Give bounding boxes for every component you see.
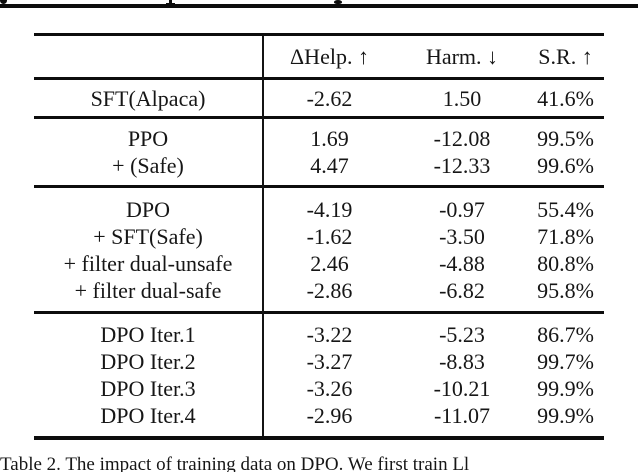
cell-value: 99.9% (537, 376, 594, 401)
heading-descender-fragment-g (0, 0, 7, 4)
cell-value: -2.96 (306, 403, 353, 428)
cell-value: -5.23 (439, 322, 485, 347)
table-midrule (34, 77, 604, 80)
cropped-heading-above (0, 0, 638, 10)
cell-value: -11.07 (433, 403, 490, 428)
cell-value: -1.62 (306, 223, 353, 249)
table-row: + filter dual-safe -2.86 -6.82 95.8% (34, 277, 604, 304)
table-bottomrule (34, 436, 604, 440)
column-separator-line (262, 36, 264, 436)
cell-value: 2.46 (310, 250, 349, 276)
table-row: PPO 1.69 -12.08 99.5% (34, 125, 604, 152)
table-toprule (34, 33, 604, 36)
cell-value: -3.26 (306, 376, 353, 401)
cell-value: -0.97 (439, 196, 485, 222)
row-label: DPO Iter.2 (100, 349, 196, 374)
cell-value: -3.50 (439, 223, 485, 249)
cell-value: 55.4% (537, 196, 594, 222)
row-label: DPO (125, 196, 170, 222)
cell-value: 86.7% (537, 322, 594, 347)
row-label: DPO Iter.1 (100, 322, 196, 347)
header-harm: Harm. ↓ (425, 44, 499, 69)
table-caption: Table 2. The impact of training data on … (0, 454, 470, 472)
cell-value: 4.47 (310, 153, 349, 178)
cell-value: 95.8% (537, 277, 594, 303)
table-row: DPO Iter.2 -3.27 -8.83 99.7% (34, 348, 604, 375)
table-row: + filter dual-unsafe 2.46 -4.88 80.8% (34, 250, 604, 277)
table-row: SFT(Alpaca) -2.62 1.50 41.6% (34, 85, 604, 112)
table-midrule (34, 185, 604, 188)
cell-value: -8.83 (439, 349, 485, 374)
cell-value: -4.19 (306, 196, 353, 222)
row-label: DPO Iter.4 (100, 403, 196, 428)
cell-value: -10.21 (433, 376, 491, 401)
cell-value: 99.7% (537, 349, 594, 374)
row-label: + SFT(Safe) (93, 223, 203, 249)
table-row: + (Safe) 4.47 -12.33 99.6% (34, 152, 604, 179)
header-sr: S.R. ↑ (538, 44, 593, 69)
table-group-dpo-iter: DPO Iter.1 -3.22 -5.23 86.7% DPO Iter.2 … (34, 314, 604, 436)
heading-descender-fragment-p (169, 0, 172, 4)
cell-value: 41.6% (537, 85, 594, 111)
full-width-rule (0, 4, 638, 8)
cell-value: -3.27 (306, 349, 353, 374)
table-row: DPO Iter.3 -3.26 -10.21 99.9% (34, 375, 604, 402)
row-label: DPO Iter.3 (100, 376, 196, 401)
row-label: PPO (127, 126, 169, 151)
table-midrule (34, 311, 604, 314)
cell-value: -6.82 (439, 277, 485, 303)
table-midrule (34, 116, 604, 119)
heading-descender-fragment-y (334, 0, 342, 4)
cell-value: -12.33 (433, 153, 491, 178)
table-header-row: ΔHelp. ↑ Harm. ↓ S.R. ↑ (34, 36, 604, 77)
row-label: + filter dual-safe (74, 277, 222, 303)
cell-value: 1.69 (310, 126, 349, 151)
table-row: DPO Iter.4 -2.96 -11.07 99.9% (34, 402, 604, 429)
cell-value: -12.08 (433, 126, 491, 151)
cell-value: 99.9% (537, 403, 594, 428)
table-group-dpo: DPO -4.19 -0.97 55.4% + SFT(Safe) -1.62 … (34, 188, 604, 311)
table-group-sft: SFT(Alpaca) -2.62 1.50 41.6% (34, 80, 604, 116)
cell-value: 1.50 (442, 85, 482, 111)
cell-value: -3.22 (306, 322, 353, 347)
cell-value: 99.6% (537, 153, 594, 178)
table-row: + SFT(Safe) -1.62 -3.50 71.8% (34, 223, 604, 250)
cell-value: 80.8% (537, 250, 594, 276)
cell-value: -4.88 (439, 250, 485, 276)
cell-value: -2.86 (306, 277, 353, 303)
results-table: ΔHelp. ↑ Harm. ↓ S.R. ↑ SFT(Alpaca) -2.6… (34, 33, 604, 440)
row-label: + filter dual-unsafe (63, 250, 233, 276)
cell-value: -2.62 (306, 85, 353, 111)
table-group-ppo: PPO 1.69 -12.08 99.5% + (Safe) 4.47 -12.… (34, 119, 604, 185)
header-delta-help: ΔHelp. ↑ (290, 44, 369, 69)
cell-value: 99.5% (537, 126, 594, 151)
cell-value: 71.8% (537, 223, 594, 249)
row-label: + (Safe) (112, 153, 184, 178)
row-label: SFT(Alpaca) (90, 85, 206, 111)
table-row: DPO -4.19 -0.97 55.4% (34, 196, 604, 223)
table-row: DPO Iter.1 -3.22 -5.23 86.7% (34, 321, 604, 348)
